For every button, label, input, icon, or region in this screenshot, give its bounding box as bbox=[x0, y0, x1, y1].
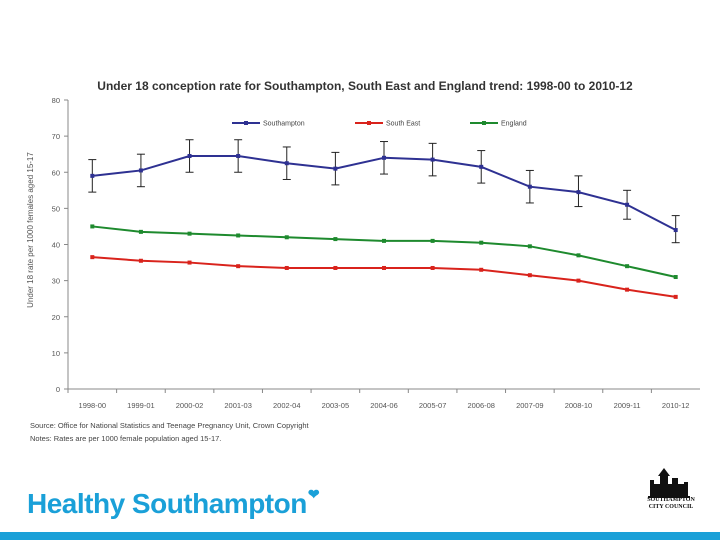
legend-label: South East bbox=[386, 121, 420, 128]
england-point bbox=[284, 235, 289, 240]
x-tick-label: 2005-07 bbox=[419, 401, 447, 410]
southampton-point bbox=[187, 153, 192, 158]
x-tick-label: 2001-03 bbox=[224, 401, 252, 410]
south-east-point bbox=[138, 258, 143, 263]
south-east-point bbox=[90, 255, 95, 260]
south-east-point bbox=[527, 273, 532, 278]
brand-name: Healthy Southampton bbox=[27, 488, 307, 519]
legend-label: England bbox=[501, 121, 527, 128]
england-point bbox=[236, 233, 241, 238]
legend: Southampton South East England bbox=[232, 121, 527, 128]
england-point bbox=[382, 238, 386, 243]
legend-marker bbox=[482, 121, 486, 125]
southampton-point bbox=[479, 164, 484, 169]
southampton-point bbox=[673, 228, 678, 233]
england-point bbox=[138, 229, 143, 234]
x-tick-label: 2009-11 bbox=[614, 401, 641, 410]
south-east-point bbox=[236, 264, 241, 269]
england-point bbox=[479, 240, 484, 245]
southampton-point bbox=[138, 168, 143, 173]
x-tick-label: 2008-10 bbox=[565, 401, 593, 410]
y-tick-label: 60 bbox=[52, 168, 60, 177]
south-east-point bbox=[382, 265, 386, 270]
south-east-point bbox=[284, 265, 289, 270]
legend-label: Southampton bbox=[263, 121, 305, 128]
x-tick-label: 1998-00 bbox=[79, 401, 107, 410]
plot-area bbox=[88, 139, 680, 299]
southampton-point bbox=[625, 202, 630, 207]
england-point bbox=[625, 264, 630, 269]
council-crest-icon bbox=[648, 468, 690, 498]
y-tick-label: 70 bbox=[52, 132, 60, 141]
healthy-southampton-logo: Healthy Southampton❤ bbox=[27, 486, 320, 520]
south-east-point bbox=[576, 278, 581, 283]
south-east-point bbox=[430, 265, 435, 270]
council-line-2: CITY COUNCIL bbox=[648, 504, 694, 510]
southampton-point bbox=[333, 166, 338, 171]
x-tick-label: 2003-05 bbox=[322, 401, 350, 410]
y-tick-label: 40 bbox=[52, 241, 60, 250]
chart-title: Under 18 conception rate for Southampton… bbox=[97, 79, 633, 93]
legend-marker bbox=[367, 121, 371, 125]
x-tick-label: 2004-06 bbox=[370, 401, 398, 410]
rates-note: Notes: Rates are per 1000 female populat… bbox=[30, 434, 222, 443]
x-tick-label: 2006-08 bbox=[467, 401, 495, 410]
chart: Under 18 conception rate for Southampton… bbox=[26, 79, 700, 410]
y-axis-label: Under 18 rate per 1000 females aged 15-1… bbox=[26, 152, 35, 308]
south-east-point bbox=[187, 260, 192, 265]
x-tick-label: 2000-02 bbox=[176, 401, 204, 410]
england-point bbox=[673, 275, 678, 280]
y-tick-label: 50 bbox=[52, 204, 60, 213]
source-note: Source: Office for National Statistics a… bbox=[30, 421, 309, 430]
x-tick-label: 2010-12 bbox=[662, 401, 690, 410]
england-point bbox=[576, 253, 581, 258]
legend-marker bbox=[244, 121, 248, 125]
south-east-point bbox=[625, 287, 630, 292]
bottom-brand-bar bbox=[0, 532, 720, 540]
council-line-1: SOUTHAMPTON bbox=[647, 497, 695, 503]
southampton-point bbox=[236, 153, 241, 158]
council-name: SOUTHAMPTON CITY COUNCIL bbox=[636, 497, 706, 511]
south-east-point bbox=[333, 265, 338, 270]
england-point bbox=[90, 224, 95, 229]
y-tick-label: 80 bbox=[52, 96, 60, 105]
y-tick-label: 0 bbox=[56, 385, 60, 394]
south-east-line bbox=[92, 256, 676, 298]
x-tick-label: 1999-01 bbox=[127, 401, 155, 410]
southampton-point bbox=[527, 184, 532, 189]
axes: 0 10 20 30 40 50 60 70 80 1998-00 1999-01 2000-02 20… bbox=[52, 96, 700, 410]
x-tick-label: 2007-09 bbox=[516, 401, 544, 410]
south-east-point bbox=[479, 267, 484, 272]
southampton-point bbox=[576, 190, 581, 195]
southampton-point bbox=[382, 155, 386, 160]
england-point bbox=[527, 244, 532, 249]
england-point bbox=[430, 238, 435, 243]
heart-icon: ❤ bbox=[307, 486, 320, 502]
southampton-point bbox=[284, 161, 289, 166]
south-east-point bbox=[673, 294, 678, 299]
england-point bbox=[187, 231, 192, 236]
y-tick-label: 20 bbox=[52, 313, 60, 322]
x-tick-label: 2002-04 bbox=[273, 401, 301, 410]
southampton-point bbox=[430, 157, 435, 162]
england-point bbox=[333, 237, 338, 242]
southampton-point bbox=[90, 173, 95, 178]
y-tick-label: 30 bbox=[52, 277, 60, 286]
y-tick-label: 10 bbox=[52, 349, 60, 358]
